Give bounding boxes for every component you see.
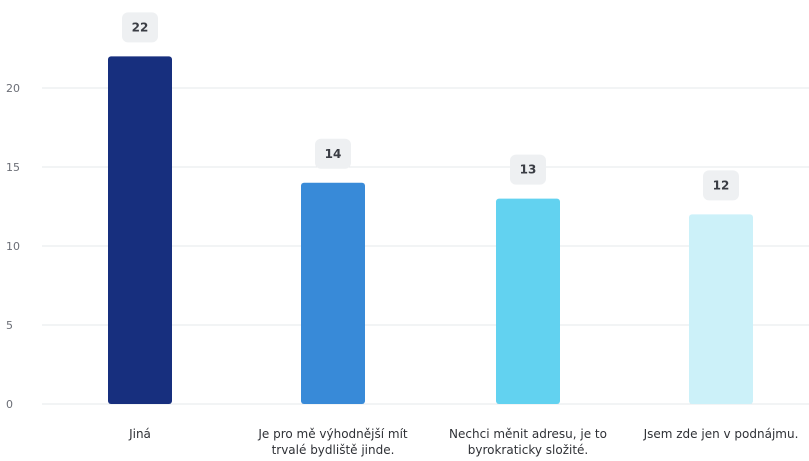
data-label-badge — [122, 12, 158, 43]
data-label: 12 — [713, 178, 730, 192]
data-label: 22 — [132, 20, 149, 34]
bar — [689, 214, 753, 404]
x-tick-label: Jsem zde jen v podnájmu. — [643, 427, 799, 441]
x-tick-label: trvalé bydliště jinde. — [272, 443, 395, 457]
y-tick-label: 5 — [6, 319, 13, 332]
data-label-badge — [703, 170, 739, 201]
x-tick-label: Jiná — [128, 427, 151, 441]
data-label: 13 — [520, 163, 537, 177]
y-tick-label: 10 — [6, 240, 20, 253]
bar — [301, 182, 365, 404]
bar — [108, 56, 172, 405]
data-label-badge — [510, 154, 546, 185]
bar — [496, 198, 560, 404]
y-tick-label: 15 — [6, 161, 20, 174]
x-tick-label: Nechci měnit adresu, je to — [449, 427, 607, 441]
x-tick-label: byrokraticky složité. — [468, 443, 589, 457]
x-tick-label: Je pro mě výhodnější mít — [257, 427, 408, 441]
y-tick-label: 20 — [6, 82, 20, 95]
y-tick-label: 0 — [6, 398, 13, 411]
data-label-badge — [315, 138, 351, 169]
data-label: 14 — [325, 147, 342, 161]
